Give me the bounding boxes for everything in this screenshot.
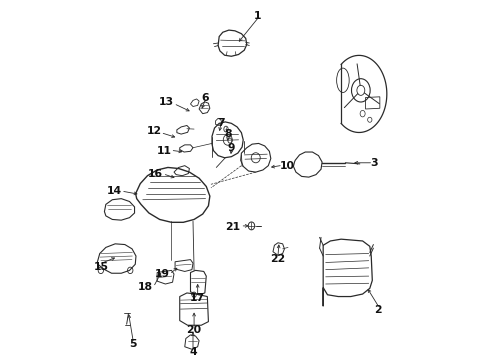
Text: 11: 11 — [156, 145, 172, 156]
Text: 3: 3 — [370, 158, 378, 168]
Text: 16: 16 — [148, 168, 163, 179]
Text: 17: 17 — [190, 293, 205, 303]
Text: 12: 12 — [147, 126, 162, 136]
Text: 4: 4 — [189, 347, 197, 357]
Text: 14: 14 — [107, 186, 122, 197]
Text: 2: 2 — [374, 305, 382, 315]
Text: 5: 5 — [129, 339, 137, 349]
Text: 8: 8 — [224, 129, 232, 139]
Text: 20: 20 — [187, 325, 202, 335]
Text: 18: 18 — [138, 282, 152, 292]
Text: 21: 21 — [225, 222, 241, 231]
Text: 19: 19 — [155, 269, 170, 279]
Text: 10: 10 — [280, 161, 295, 171]
Text: 15: 15 — [94, 262, 109, 272]
Text: 13: 13 — [159, 97, 174, 107]
Text: 1: 1 — [254, 11, 261, 21]
Text: 9: 9 — [228, 143, 235, 153]
Text: 7: 7 — [217, 118, 224, 128]
Text: 6: 6 — [201, 93, 209, 103]
Text: 22: 22 — [270, 254, 286, 264]
